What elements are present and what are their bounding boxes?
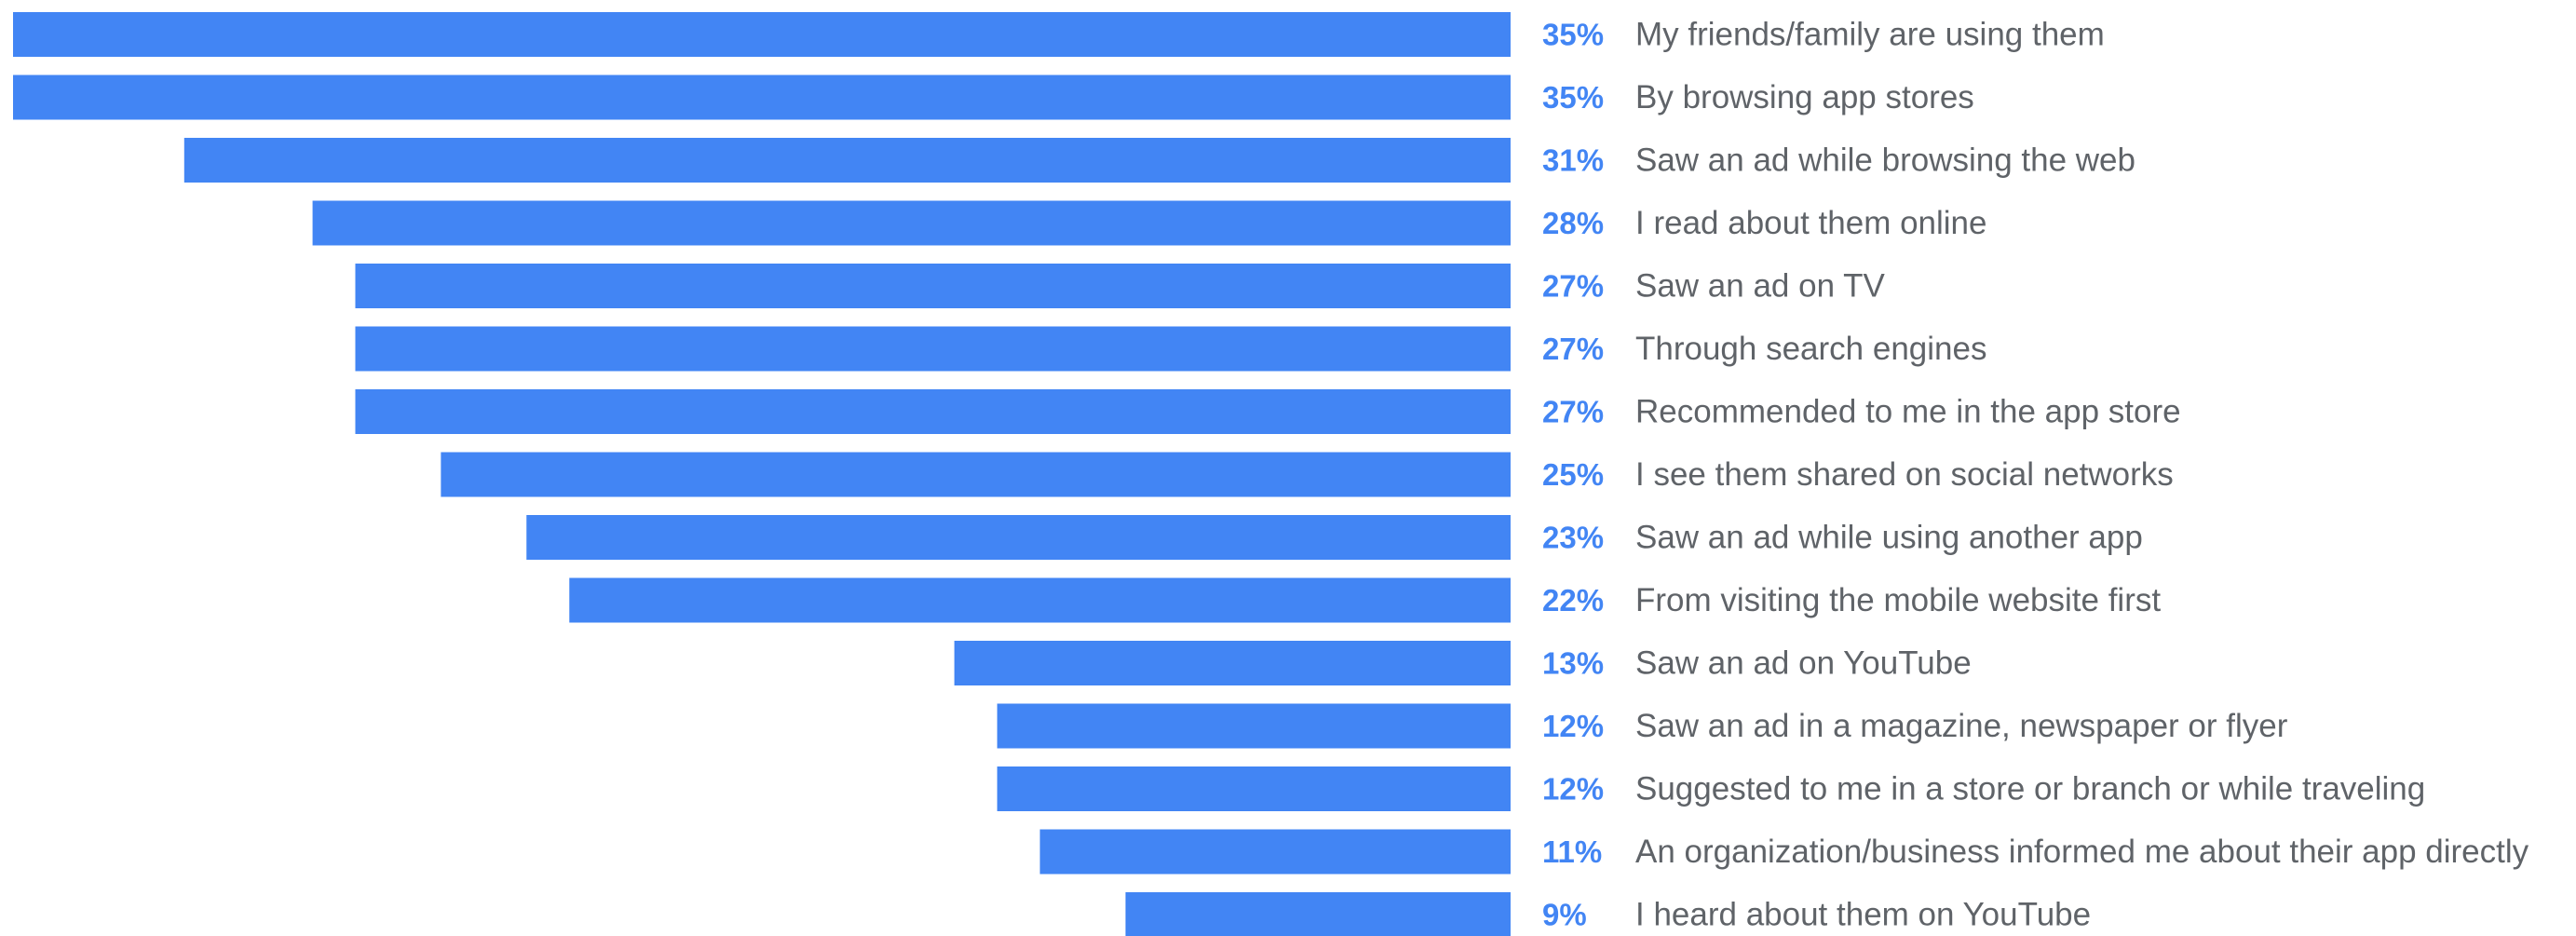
bar (183, 138, 1511, 183)
category-label: I read about them online (1635, 205, 1986, 241)
category-label: I see them shared on social networks (1635, 456, 2174, 493)
value-label: 27% (1542, 395, 1604, 429)
category-label: I heard about them on YouTube (1635, 897, 2091, 933)
category-label: By browsing app stores (1635, 79, 1974, 115)
category-label: Saw an ad in a magazine, newspaper or fl… (1635, 708, 2288, 744)
category-label: Recommended to me in the app store (1635, 394, 2181, 430)
category-label: Saw an ad while using another app (1635, 520, 2143, 556)
bar (441, 452, 1511, 497)
value-label: 31% (1542, 143, 1604, 178)
value-label: 12% (1542, 709, 1604, 743)
bar (997, 703, 1511, 749)
value-label: 35% (1542, 80, 1604, 115)
bar (13, 12, 1511, 57)
category-label: An organization/business informed me abo… (1635, 834, 2529, 870)
value-label: 27% (1542, 332, 1604, 366)
bar (954, 641, 1511, 685)
bar (355, 326, 1511, 372)
bar (997, 766, 1511, 811)
category-label: Saw an ad on YouTube (1635, 645, 1972, 682)
value-label: 12% (1542, 772, 1604, 807)
bar (569, 577, 1511, 623)
value-label: 25% (1542, 457, 1604, 492)
bar (13, 75, 1511, 120)
bar (1125, 892, 1511, 936)
category-label: Saw an ad on TV (1635, 268, 1886, 305)
value-label: 28% (1542, 206, 1604, 240)
category-label: My friends/family are using them (1635, 17, 2105, 53)
value-label: 9% (1542, 898, 1587, 932)
value-label: 27% (1542, 269, 1604, 304)
bar (526, 515, 1511, 560)
value-label: 22% (1542, 583, 1604, 617)
category-label: Through search engines (1635, 331, 1986, 367)
value-label: 35% (1542, 18, 1604, 52)
category-label: Saw an ad while browsing the web (1635, 142, 2135, 179)
bar (355, 264, 1511, 308)
value-label: 23% (1542, 521, 1604, 555)
bar (1039, 829, 1511, 875)
bar (355, 389, 1511, 434)
value-label: 13% (1542, 646, 1604, 681)
bar (312, 200, 1512, 246)
category-label: From visiting the mobile website first (1635, 582, 2161, 618)
value-label: 11% (1542, 834, 1602, 869)
category-label: Suggested to me in a store or branch or … (1635, 771, 2425, 807)
